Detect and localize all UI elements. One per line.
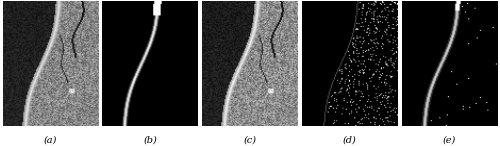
Text: (e): (e) — [443, 136, 456, 145]
Text: (a): (a) — [44, 136, 57, 145]
Text: (d): (d) — [343, 136, 356, 145]
Text: (b): (b) — [144, 136, 157, 145]
Text: (c): (c) — [244, 136, 256, 145]
